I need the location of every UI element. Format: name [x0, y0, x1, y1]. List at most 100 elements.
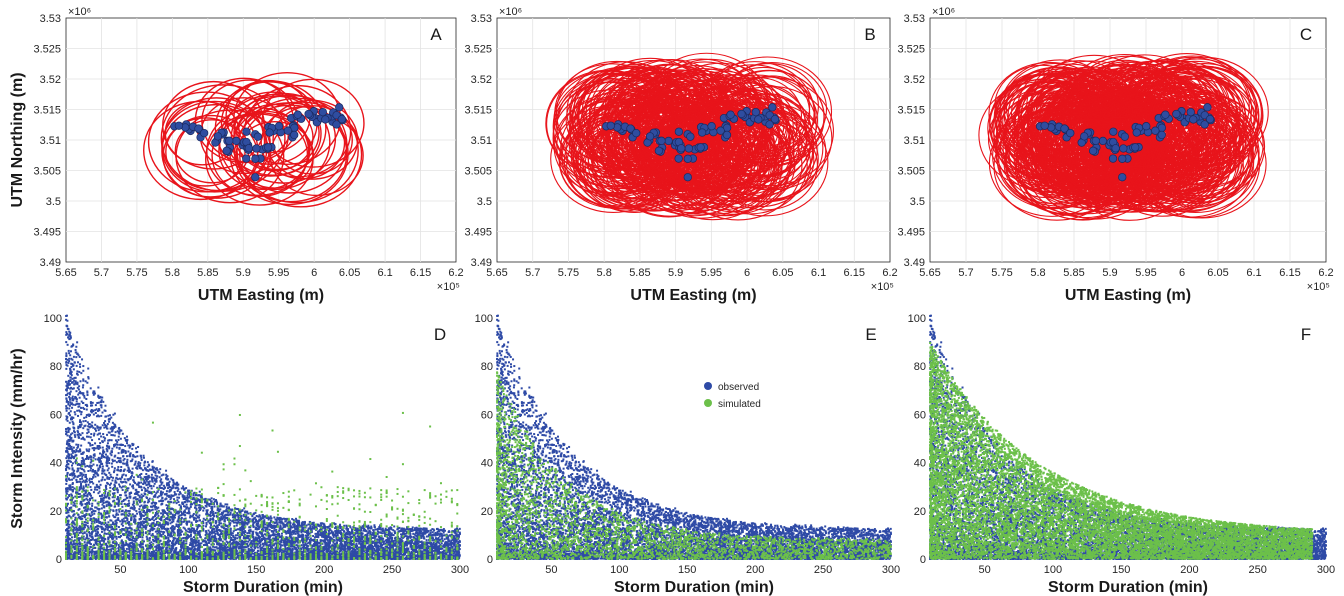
x-tick-label: 5.9 — [668, 267, 683, 279]
observed-point — [89, 444, 92, 447]
observed-point — [111, 521, 114, 524]
observed-point — [107, 497, 110, 500]
observed-point — [101, 467, 104, 470]
y-axis-label: UTM Northing (m) — [9, 72, 26, 207]
observed-point — [77, 508, 80, 511]
observed-point — [106, 433, 109, 436]
observed-point — [65, 405, 68, 408]
observed-point — [131, 467, 134, 470]
rain-gauge-marker — [683, 154, 692, 163]
x-tick-label: 5.65 — [486, 267, 507, 279]
observed-point — [94, 429, 97, 432]
observed-point — [125, 496, 128, 499]
observed-point — [158, 484, 161, 487]
observed-point — [150, 541, 153, 544]
observed-point — [165, 469, 168, 472]
observed-point — [167, 487, 170, 490]
observed-point — [134, 460, 137, 463]
observed-point — [157, 514, 160, 517]
observed-point — [252, 525, 255, 528]
observed-point — [89, 469, 92, 472]
observed-point — [67, 361, 70, 364]
rain-gauge-marker — [684, 144, 694, 153]
rain-gauge-marker — [1088, 146, 1098, 155]
rain-gauge-marker — [253, 132, 263, 141]
observed-point — [282, 517, 285, 520]
storm-circle — [633, 93, 755, 198]
observed-point — [84, 518, 87, 521]
observed-point — [65, 447, 68, 450]
rain-gauge-marker — [751, 107, 760, 117]
observed-point — [70, 536, 73, 539]
observed-point — [89, 525, 92, 528]
observed-point — [118, 477, 121, 480]
x-tick-label: 5.85 — [629, 267, 650, 279]
observed-point — [129, 483, 132, 486]
rain-gauge-marker — [632, 128, 641, 138]
observed-point — [124, 450, 127, 453]
observed-point — [65, 352, 68, 355]
observed-point — [157, 471, 160, 474]
rain-gauge-marker — [304, 109, 313, 119]
panel-A: 5.65 5.7 5.75 5.8 5.85 5.9 5.95 6 6.05 6.1 6.15 6.2… — [9, 6, 464, 304]
observed-point — [83, 396, 86, 399]
observed-point — [105, 504, 108, 507]
observed-point — [71, 483, 74, 486]
y-tick-label: 3.51 — [40, 135, 61, 147]
rain-gauge-marker — [683, 173, 692, 182]
y-tick-label: 3.515 — [464, 105, 492, 117]
observed-point — [87, 470, 90, 473]
observed-point — [153, 482, 156, 485]
rain-gauge-marker — [293, 110, 302, 119]
observed-point — [219, 502, 222, 505]
storm-circle — [239, 101, 363, 208]
observed-point — [99, 404, 102, 407]
observed-point — [292, 529, 295, 532]
observed-point — [100, 463, 103, 466]
storm-circle — [236, 97, 359, 204]
y-tick-label: 3.53 — [904, 13, 925, 25]
rain-gauge-marker — [1142, 122, 1151, 131]
observed-point — [177, 524, 180, 527]
observed-point — [75, 356, 78, 359]
observed-point — [75, 400, 78, 403]
observed-point — [138, 505, 141, 508]
observed-point — [182, 537, 185, 540]
observed-point — [80, 413, 83, 416]
observed-point — [101, 465, 104, 468]
rain-gauge-marker — [263, 143, 273, 152]
rain-gauge-marker — [1172, 109, 1181, 119]
x-tick-label: 5.7 — [94, 267, 109, 279]
observed-point — [162, 532, 165, 535]
rain-gauge-marker — [1132, 128, 1141, 137]
rain-gauge-marker — [1108, 154, 1118, 163]
observed-point — [69, 354, 72, 357]
x-tick-label: 5.75 — [558, 267, 579, 279]
y-tick-label: 3.5 — [46, 196, 61, 208]
panel-label: C — [1300, 25, 1312, 44]
observed-point — [118, 510, 121, 513]
observed-point — [230, 533, 233, 536]
y-tick-label: 3.53 — [40, 13, 61, 25]
rain-gauge-marker — [200, 128, 209, 138]
y-tick-label: 3.49 — [40, 257, 61, 269]
observed-point — [187, 492, 190, 495]
observed-point — [126, 469, 129, 472]
observed-point — [80, 482, 83, 485]
rain-gauge-marker — [1203, 103, 1212, 112]
rain-gauge-marker — [768, 103, 777, 112]
rain-gauge-marker — [1131, 143, 1140, 152]
rain-gauge-marker — [242, 154, 251, 163]
observed-point — [307, 536, 310, 539]
y-tick-label: 3.52 — [904, 74, 925, 86]
observed-point — [85, 416, 88, 419]
observed-point — [87, 483, 90, 486]
observed-point — [131, 531, 134, 534]
observed-point — [68, 357, 71, 360]
observed-point — [108, 462, 111, 465]
observed-point — [139, 535, 142, 538]
observed-point — [252, 532, 255, 535]
observed-point — [238, 521, 241, 524]
observed-point — [102, 433, 105, 436]
observed-point — [140, 456, 143, 459]
